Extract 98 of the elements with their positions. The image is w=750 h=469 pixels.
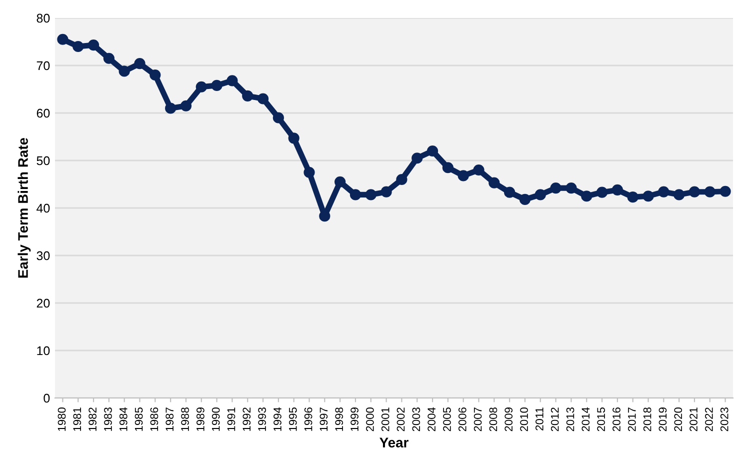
x-tick-label: 1992 xyxy=(242,408,251,431)
y-tick-label: 30 xyxy=(36,251,50,260)
y-axis-title: Early Term Birth Rate xyxy=(18,138,31,278)
point xyxy=(596,186,608,198)
x-tick-label: 1986 xyxy=(150,408,158,431)
point xyxy=(550,182,562,194)
x-tick-label: 1989 xyxy=(196,408,204,431)
point xyxy=(612,184,623,196)
x-tick-label: 1991 xyxy=(227,408,236,431)
x-tick-label: 1997 xyxy=(320,408,328,431)
point xyxy=(134,58,146,70)
y-tick-label: 20 xyxy=(36,298,50,308)
x-tick-label: 1983 xyxy=(104,408,112,431)
x-tick-label: 2017 xyxy=(628,408,636,432)
x-tick-label: 2005 xyxy=(443,407,451,432)
x-tick-label: 1980 xyxy=(58,407,66,431)
point xyxy=(257,93,269,104)
x-tick-label: 2021 xyxy=(690,408,698,432)
point xyxy=(103,52,114,64)
point xyxy=(365,189,376,200)
point xyxy=(534,189,546,200)
x-tick-label: 2018 xyxy=(643,408,652,432)
x-tick-label: 2008 xyxy=(489,408,498,432)
x-tick-label: 2011 xyxy=(536,408,544,430)
x-tick-label: 2016 xyxy=(612,408,620,432)
x-tick-label: 1996 xyxy=(304,408,312,431)
x-tick-label: 1990 xyxy=(212,407,220,431)
point xyxy=(426,145,438,157)
point xyxy=(196,81,207,92)
x-tick-label: 2019 xyxy=(658,408,667,432)
point xyxy=(412,152,423,164)
y-tick-label: 0 xyxy=(44,394,50,403)
x-tick-label: 1995 xyxy=(288,407,297,431)
y-tick-label: 80 xyxy=(36,14,50,23)
point xyxy=(642,190,654,202)
point xyxy=(150,69,161,81)
x-tick-label: 1987 xyxy=(166,408,174,431)
point xyxy=(118,66,130,77)
point xyxy=(504,186,516,198)
point xyxy=(180,100,192,112)
x-tick-label: 2000 xyxy=(366,407,374,432)
x-tick-label: 2014 xyxy=(582,407,590,432)
x-tick-label: 2020 xyxy=(674,407,682,432)
x-tick-label: 1984 xyxy=(119,407,128,431)
x-tick-label: 2022 xyxy=(705,408,713,432)
x-tick-label: 2012 xyxy=(550,408,559,432)
x-tick-label: 2002 xyxy=(396,408,405,432)
x-tick-label: 2009 xyxy=(504,408,513,432)
x-tick-label: 2010 xyxy=(520,407,528,432)
x-tick-label: 2003 xyxy=(412,408,420,432)
point xyxy=(566,182,577,194)
x-axis-title: Year xyxy=(380,438,408,448)
point xyxy=(704,186,716,198)
x-tick-label: 2015 xyxy=(597,407,606,432)
x-tick-label: 1985 xyxy=(134,407,143,431)
point xyxy=(72,40,84,52)
x-tick-label: 1982 xyxy=(88,408,97,431)
point xyxy=(350,189,362,200)
y-tick-label: 70 xyxy=(36,61,50,70)
point xyxy=(88,40,100,51)
x-tick-label: 1994 xyxy=(274,407,282,431)
y-tick-label: 40 xyxy=(36,204,50,213)
x-tick-label: 2023 xyxy=(720,408,728,432)
point xyxy=(242,90,254,102)
y-tick-label: 60 xyxy=(36,108,50,118)
point xyxy=(226,75,238,86)
point xyxy=(627,192,638,203)
point xyxy=(396,174,408,186)
point xyxy=(165,102,176,114)
point xyxy=(581,190,592,202)
x-tick-label: 2006 xyxy=(458,408,466,432)
x-tick-label: 2001 xyxy=(381,408,390,432)
x-tick-label: 1999 xyxy=(350,408,358,431)
y-tick-label: 50 xyxy=(36,156,50,166)
point xyxy=(442,162,454,174)
x-tick-label: 1993 xyxy=(258,408,266,431)
point xyxy=(57,34,68,45)
point xyxy=(688,186,700,198)
x-tick-label: 1998 xyxy=(335,408,344,431)
point xyxy=(458,170,469,182)
point xyxy=(334,176,346,188)
point xyxy=(488,177,500,188)
point xyxy=(473,164,484,176)
point xyxy=(658,186,670,198)
x-tick-label: 2013 xyxy=(566,408,574,432)
point xyxy=(674,189,685,200)
point xyxy=(720,186,731,197)
x-tick-label: 2007 xyxy=(474,408,482,432)
point xyxy=(519,194,531,206)
point xyxy=(272,112,284,124)
point xyxy=(380,186,392,198)
x-tick-label: 1988 xyxy=(181,408,189,431)
x-tick-label: 2004 xyxy=(428,407,436,432)
point xyxy=(211,80,222,92)
y-tick-label: 10 xyxy=(37,346,50,356)
point xyxy=(288,132,300,144)
point xyxy=(304,166,315,178)
x-tick-label: 1981 xyxy=(73,408,82,431)
